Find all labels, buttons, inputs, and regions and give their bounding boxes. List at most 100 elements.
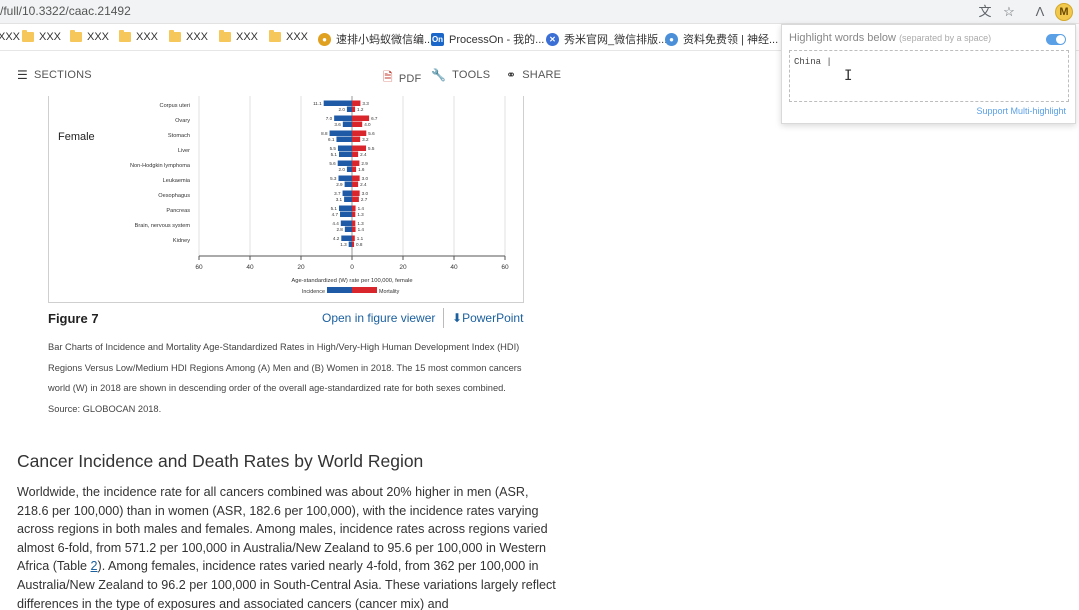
divider [443, 308, 444, 328]
incidence-bar [338, 205, 352, 211]
category-label: Kidney [173, 238, 190, 244]
article-toolbar: ☰ SECTIONS 🗎 PDF 🔧 TOOLS ⚭ SHARE [0, 62, 562, 89]
incidence-value-label: 7.0 [326, 116, 333, 121]
bookmark-item[interactable]: XXX [169, 30, 208, 43]
mortality-bar [352, 106, 356, 112]
extension-icon[interactable]: Λ [1035, 4, 1045, 19]
incidence-value-label: 2.8 [336, 227, 343, 232]
incidence-value-label: 6.1 [328, 137, 335, 142]
folder-icon [169, 30, 181, 42]
text-cursor-icon: I [844, 68, 853, 84]
incidence-value-label: 5.1 [331, 152, 338, 157]
xiumi-icon: ✕ [546, 32, 559, 46]
url-text[interactable]: /full/10.3322/caac.21492 [0, 4, 131, 18]
incidence-value-label: 11.1 [313, 101, 322, 106]
sections-button[interactable]: ☰ SECTIONS [17, 68, 92, 82]
incidence-bar [346, 166, 352, 172]
tools-button[interactable]: 🔧 TOOLS [431, 68, 491, 82]
mortality-value-label: 3.2 [362, 137, 369, 142]
mortality-value-label: 0.8 [356, 242, 363, 247]
mortality-value-label: 3.0 [362, 191, 369, 196]
mortality-value-label: 2.7 [361, 197, 368, 202]
mortality-bar [352, 241, 355, 247]
mortality-bar [352, 121, 363, 127]
x-tick-label: 60 [195, 264, 203, 271]
incidence-bar [329, 130, 352, 136]
powerpoint-link[interactable]: ⬇PowerPoint [452, 311, 524, 325]
bookmark-item[interactable]: On ProcessOn - 我的... [431, 32, 545, 46]
bookmark-item[interactable]: ✕ 秀米官网_微信排版... [546, 31, 667, 47]
incidence-bar [340, 220, 352, 226]
bookmark-item[interactable]: ● 速排小蚂蚁微信编... [318, 31, 433, 47]
mortality-value-label: 5.6 [368, 131, 375, 136]
incidence-bar [344, 196, 352, 202]
x-tick-label: 20 [297, 264, 305, 271]
incidence-bar [336, 136, 352, 142]
mortality-value-label: 2.9 [361, 161, 368, 166]
mortality-value-label: 1.3 [357, 221, 364, 226]
folder-icon [219, 30, 231, 42]
figure-image[interactable]: 60 40 20 0 20 40 60 Female Corpus uteri 11.1 3.3 2.… [48, 96, 524, 303]
highlighter-extension-icon[interactable]: M [1055, 3, 1073, 21]
mortality-value-label: 1.1 [357, 236, 364, 241]
site-icon: ● [318, 32, 331, 46]
bookmark-item[interactable]: ● 资料免费领 | 神经... [665, 31, 778, 47]
bookmark-item[interactable]: XXX [269, 30, 308, 43]
mortality-bar [352, 211, 356, 217]
site-icon: ● [665, 32, 678, 46]
open-figure-viewer-link[interactable]: Open in figure viewer [322, 311, 436, 325]
mortality-bar [352, 130, 367, 136]
article-paragraph: Worldwide, the incidence rate for all ca… [17, 485, 556, 610]
mortality-bar [352, 160, 360, 166]
mortality-value-label: 1.2 [357, 107, 364, 112]
incidence-bar [348, 241, 352, 247]
bookmark-item[interactable]: XXX [119, 30, 158, 43]
bookmark-item[interactable]: XXX [22, 30, 61, 43]
incidence-value-label: 5.1 [331, 206, 338, 211]
category-label: Corpus uteri [160, 103, 190, 109]
table-link[interactable]: 2 [90, 559, 98, 574]
incidence-bar [337, 145, 352, 151]
mortality-value-label: 1.4 [358, 227, 365, 232]
incidence-value-label: 4.7 [332, 212, 339, 217]
mortality-value-label: 4.0 [364, 122, 371, 127]
figure-title: Figure 7 [48, 311, 99, 326]
bookmark-item[interactable]: XXX [70, 30, 109, 43]
category-label: Non-Hodgkin lymphoma [130, 163, 191, 169]
mortality-value-label: 5.5 [368, 146, 375, 151]
mortality-value-label: 3.0 [362, 176, 369, 181]
x-tick-label: 40 [246, 264, 254, 271]
processon-icon: On [431, 32, 444, 46]
translate-icon[interactable]: 文 [978, 4, 992, 19]
mortality-bar [352, 190, 360, 196]
category-label: Stomach [168, 133, 190, 139]
mortality-bar [352, 196, 359, 202]
x-axis-label: Age-standardized (W) rate per 100,000, f… [291, 278, 412, 284]
highlight-words-input[interactable] [789, 50, 1069, 102]
bookmark-item[interactable]: XXX [219, 30, 258, 43]
mortality-bar [352, 145, 367, 151]
pdf-icon: 🗎 [383, 70, 393, 84]
multi-highlight-link[interactable]: Support Multi-highlight [976, 106, 1066, 116]
mortality-bar [352, 175, 360, 181]
pdf-button[interactable]: 🗎 PDF [383, 68, 421, 89]
folder-icon [22, 30, 34, 42]
incidence-bar [340, 211, 352, 217]
highlight-toggle[interactable] [1046, 34, 1066, 45]
mortality-bar [352, 136, 361, 142]
mortality-value-label: 1.3 [357, 212, 364, 217]
list-icon: ☰ [17, 68, 28, 82]
mortality-value-label: 2.4 [360, 152, 367, 157]
share-button[interactable]: ⚭ SHARE [506, 68, 562, 82]
bookmark-item[interactable]: XXX [0, 31, 21, 43]
incidence-value-label: 2.0 [339, 167, 346, 172]
incidence-bar [342, 190, 352, 196]
popup-title: Highlight words below (separated by a sp… [789, 32, 992, 44]
incidence-value-label: 3.6 [334, 122, 341, 127]
legend-incidence-swatch [327, 287, 352, 293]
star-icon[interactable]: ☆ [1003, 4, 1015, 19]
incidence-value-label: 5.6 [329, 161, 336, 166]
incidence-bar [344, 181, 352, 187]
address-bar[interactable]: /full/10.3322/caac.21492 文 ☆ Λ M [0, 0, 1079, 24]
share-icon: ⚭ [506, 68, 517, 82]
